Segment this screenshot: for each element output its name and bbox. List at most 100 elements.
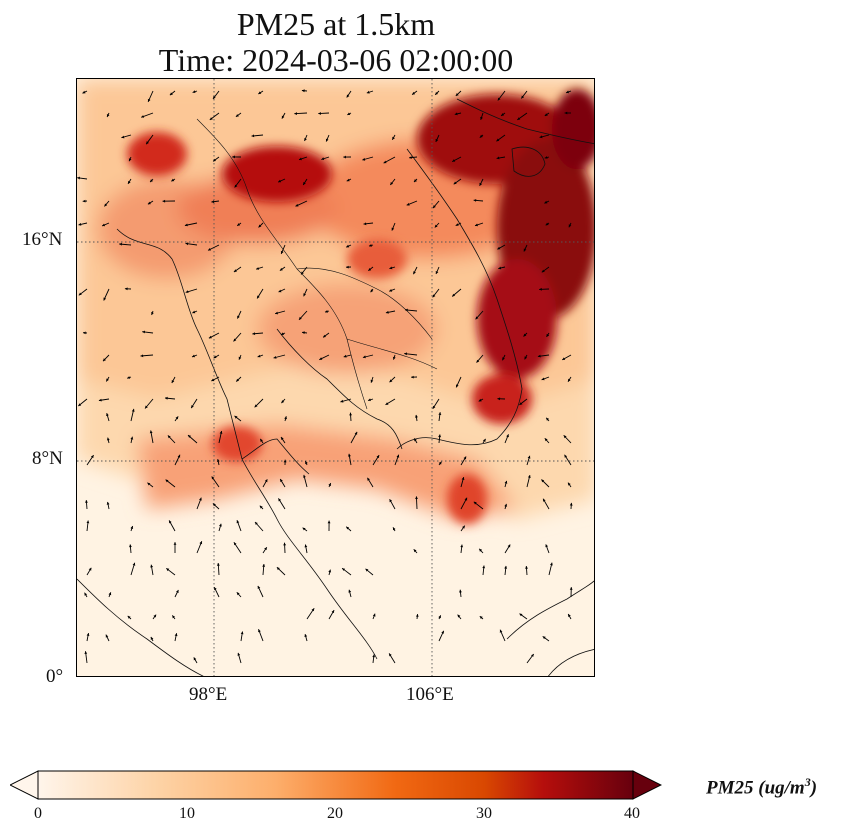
wind-vector-head [84,592,88,596]
wind-vector-head [370,289,374,293]
wind-vector-head [299,316,302,320]
wind-vector-head [521,95,525,99]
wind-vector-head [396,454,400,458]
wind-vector-head [173,542,177,545]
wind-vector-head [473,501,477,505]
wind-vector-head [177,454,181,458]
wind-vector-head [482,438,486,442]
wind-vector-head [543,498,546,502]
wind-vector-head [321,157,325,160]
wind-vector-head [499,629,503,633]
title-line-2: Time: 2024-03-06 02:00:00 [158,42,514,78]
wind-vector-head [185,242,189,246]
wind-vector-head [281,115,285,119]
wind-vector-head [175,416,179,420]
wind-vector-head [191,405,194,409]
wind-vector-head [542,636,546,640]
wind-vector-head [236,378,240,382]
wind-vector-head [233,542,237,546]
wind-vectors [77,89,573,664]
wind-vector-head [482,565,486,569]
wind-vector-head [311,608,315,612]
wind-vector-head [438,461,442,465]
wind-vector-head [438,434,442,438]
wind-vector-head [455,93,459,96]
wind-vector-head [389,379,393,383]
wind-vector-head [150,179,153,183]
wind-vector-head [252,332,256,336]
wind-vector-head [128,180,131,184]
wind-vector-head [507,544,511,548]
wind-vector-head [562,357,566,360]
wind-vector-head [497,97,501,101]
wind-vector-head [78,403,82,406]
wind-vector-head [150,564,154,568]
wind-vector-head [294,112,297,115]
wind-vector-head [295,203,299,207]
wind-vector-head [162,199,166,203]
wind-vector-head [527,475,531,478]
wind-vector-head [106,378,109,382]
wind-vector-head [299,157,302,161]
wind-vector-head [564,454,568,458]
wind-vector-head [476,359,480,363]
wind-vector-head [82,199,86,203]
wind-vector-head [569,502,573,506]
colorbar-label-suffix: ) [810,777,818,799]
wind-vector-head [568,614,571,617]
wind-vector-head [497,246,501,250]
wind-vector-head [258,629,261,633]
y-tick-8N: 8°N [32,448,63,469]
wind-vector-head [216,459,220,462]
wind-vector-head [506,434,509,438]
wind-vector-head [459,589,462,593]
wind-vector-head [237,223,241,226]
wind-vector-head [105,634,109,638]
wind-vector-head [84,651,88,654]
wind-vector-head [525,566,528,569]
wind-vector-head [354,431,358,435]
wind-vector-head [517,117,521,120]
wind-vector-head [236,592,240,596]
wind-vector-head [127,376,131,379]
wind-vector-head [432,294,436,298]
wind-vector-head [480,116,483,120]
wind-vector-head [209,117,213,120]
colorbar-tick-30: 30 [476,805,492,822]
colorbar-label-prefix: PM25 (ug/m [706,777,805,799]
wind-vector-head [124,287,128,291]
wind-vector-head [234,184,238,188]
wind-vector-head [102,223,106,227]
wind-vector-head [456,384,459,388]
wind-vector-head [234,415,238,419]
wind-vector-head [478,398,482,402]
wind-vector-head [475,223,478,227]
wind-vector-head [413,549,417,553]
wind-vector-head [130,526,134,529]
wind-vector-head [435,92,439,95]
wind-vector-head [78,292,82,296]
wind-vector-head [368,398,371,402]
wind-vector-head [502,357,505,361]
wind-vector-head [414,179,417,182]
wind-vector-head [214,587,217,591]
wind-vector-head [318,112,321,115]
wind-vector-head [376,455,380,459]
wind-vector-head [372,613,376,617]
wind-vector-head [236,520,240,524]
wind-vector-head [393,527,396,531]
wind-vector-head [273,356,277,359]
wind-vector-head [165,479,169,483]
wind-vector-head [504,503,508,507]
wind-vector-head [174,633,178,637]
wind-vector-head [342,568,346,571]
wind-vector-head [106,437,110,441]
wind-vector-head [303,182,306,185]
wind-vector-head [569,587,573,590]
wind-vector-head [106,413,109,416]
wind-vector-head [325,310,328,313]
wind-vector-head [568,224,572,228]
wind-vector-head [566,90,569,94]
wind-vector-head [504,480,508,484]
wind-vector-head [327,520,331,524]
